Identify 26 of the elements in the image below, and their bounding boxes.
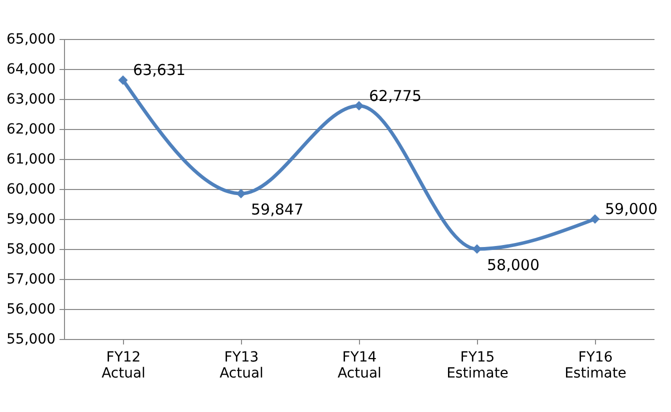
- point: [354, 101, 364, 110]
- y-tick-label: 57,000: [6, 272, 56, 288]
- point: [118, 75, 128, 85]
- x-tick-label: FY16 Estimate: [564, 350, 626, 382]
- data-label: 58,000: [487, 256, 540, 274]
- y-tick-label: 55,000: [6, 332, 56, 348]
- data-label: 62,775: [369, 86, 422, 105]
- point: [472, 244, 482, 254]
- point: [236, 188, 246, 198]
- x-tick-label: FY14 Actual: [338, 350, 382, 382]
- y-tick-label: 60,000: [6, 182, 56, 198]
- y-tick-label: 63,000: [6, 92, 56, 108]
- y-tick-label: 64,000: [6, 62, 56, 78]
- x-tick-label: FY12 Actual: [102, 350, 146, 382]
- y-tick-label: 58,000: [6, 242, 56, 258]
- data-label: 59,847: [251, 200, 304, 219]
- y-tick-label: 59,000: [6, 212, 56, 228]
- data-label: 59,000: [605, 200, 658, 218]
- y-tick-label: 65,000: [6, 32, 56, 48]
- x-tick-label: FY15 Estimate: [446, 350, 508, 382]
- y-tick-label: 61,000: [6, 152, 56, 168]
- y-tick-label: 56,000: [6, 302, 56, 318]
- y-tick-label: 62,000: [6, 122, 56, 138]
- point: [590, 214, 600, 224]
- data-label: 63,631: [133, 61, 186, 80]
- x-tick-label: FY13 Actual: [220, 350, 264, 382]
